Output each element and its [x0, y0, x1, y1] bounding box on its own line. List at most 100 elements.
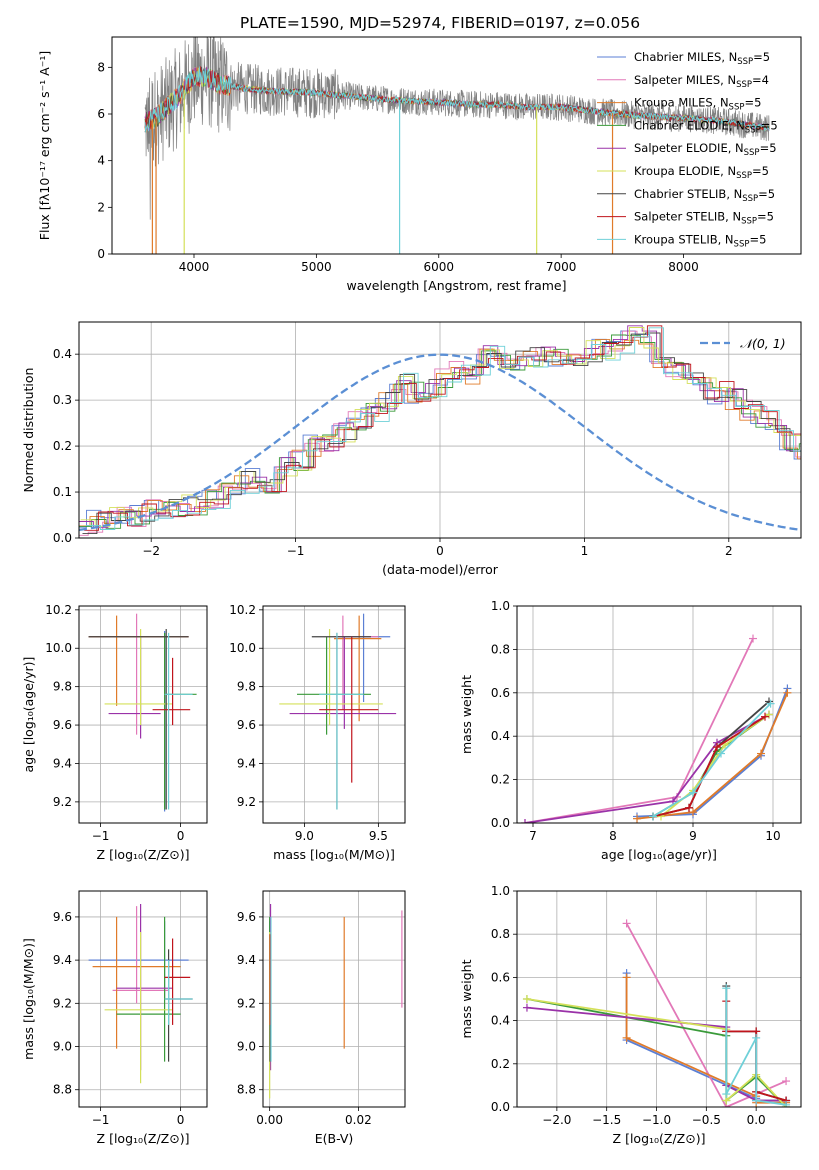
mass-vs-EBV-ytick-label: 8.8 — [237, 1083, 256, 1097]
weight-vs-age-ytick-label: 0.8 — [491, 642, 510, 656]
weight-vs-Z-xtick-label: −1.5 — [592, 1113, 621, 1127]
age-vs-Z-ytick-label: 9.6 — [53, 718, 72, 732]
age-vs-mass-xtick-label: 9.5 — [369, 829, 388, 843]
legend-sub: SSP — [736, 80, 752, 90]
mass-vs-Z-ytick-label: 8.8 — [53, 1083, 72, 1097]
legend-name: Kroupa ELODIE, N — [634, 164, 736, 178]
spectrum-ytick-label: 8 — [97, 60, 105, 74]
weight-vs-Z-marker — [752, 1033, 761, 1042]
residuals-xlabel: (data-model)/error — [382, 562, 499, 577]
weight-vs-Z-ytick-label: 0.4 — [491, 1014, 510, 1028]
legend-sub: SSP — [736, 171, 752, 181]
legend-tail: =5 — [752, 164, 769, 178]
spectrum-ytick-label: 6 — [97, 107, 105, 121]
weight-vs-age-panel: 7 8 9 10 0.0 0.2 0.4 0.6 0.8 1.0 age [log₁₀(age/yr… — [459, 599, 802, 862]
age-vs-mass-frame — [262, 605, 406, 824]
mass-vs-EBV-ytick-label: 9.6 — [237, 910, 256, 924]
residuals-xtick-label: −1 — [287, 544, 305, 558]
residual-histogram — [79, 330, 801, 528]
mass-vs-Z-ytick-label: 9.0 — [53, 1040, 72, 1054]
legend-tail: =5 — [761, 118, 778, 132]
age-vs-mass-ytick-label: 9.2 — [237, 795, 256, 809]
mass-vs-Z-ytick-label: 9.4 — [53, 953, 72, 967]
mass-vs-Z-panel: −1 0 8.8 9.0 9.2 9.4 9.6 Z [log₁₀(Z/Z⊙)] mass [l… — [21, 890, 208, 1146]
weight-vs-age-grid — [517, 605, 801, 824]
legend-sub: SSP — [742, 194, 758, 204]
residuals-frame — [78, 321, 802, 539]
age-vs-mass-xlabel: mass [log₁₀(M/M⊙)] — [273, 847, 395, 862]
mass-vs-EBV-xtick-label: 0.02 — [345, 1113, 372, 1127]
weight-vs-age-series-line — [636, 692, 789, 820]
legend-sub: SSP — [737, 57, 753, 67]
legend-sub: SSP — [744, 148, 760, 158]
mass-vs-Z-ylabel: mass [log₁₀(M/M⊙)] — [21, 938, 36, 1060]
residuals-ylabel: Normed distribution — [21, 368, 36, 493]
residuals-xtick-label: −2 — [142, 544, 160, 558]
legend-entry: Salpeter STELIB, NSSP=5 — [634, 210, 774, 227]
residual-histogram — [84, 325, 801, 531]
weight-vs-Z-marker — [752, 1096, 761, 1105]
weight-vs-Z-ytick-label: 1.0 — [491, 884, 510, 898]
weight-vs-Z-marker — [622, 1033, 631, 1042]
residuals-ytick-label: 0.0 — [53, 531, 72, 545]
age-vs-Z-grid — [79, 606, 207, 823]
age-vs-mass-ytick-label: 9.8 — [237, 680, 256, 694]
mass-vs-EBV-panel: 0.00 0.02 8.8 9.0 9.2 9.4 9.6 E(B-V) — [237, 890, 406, 1146]
residuals-panel: −2 −1 0 1 2 0.0 0.1 0.2 0.3 0.4 (data-model)/error… — [21, 321, 802, 577]
age-vs-Z-panel: −1 0 9.2 9.4 9.6 9.8 10.0 10.2 Z [log₁₀(Z/Z⊙)] ag… — [21, 603, 208, 862]
weight-vs-Z-xtick-label: 0.0 — [747, 1113, 766, 1127]
weight-vs-age-ytick-label: 1.0 — [491, 599, 510, 613]
legend-entry: Kroupa MILES, NSSP=5 — [634, 96, 761, 113]
age-vs-Z-ytick-label: 9.2 — [53, 795, 72, 809]
weight-vs-age-frame — [516, 605, 802, 824]
weight-vs-age-series-line — [524, 638, 754, 823]
residual-histogram — [80, 327, 801, 527]
mass-vs-Z-xtick-label: 0 — [177, 1113, 185, 1127]
age-vs-mass-grid — [263, 606, 405, 823]
spectrum-frame — [111, 36, 802, 255]
weight-vs-age-marker — [749, 634, 757, 643]
weight-vs-age-series-line — [660, 713, 770, 818]
age-vs-Z-ytick-label: 9.4 — [53, 756, 72, 770]
weight-vs-Z-ytick-label: 0.8 — [491, 927, 510, 941]
weight-vs-Z-ytick-label: 0.2 — [491, 1057, 510, 1071]
mass-vs-EBV-ytick-label: 9.0 — [237, 1040, 256, 1054]
weight-vs-Z-plot-area — [522, 919, 791, 1107]
age-vs-mass-panel: 9.0 9.5 9.2 9.4 9.6 9.8 10.0 10.2 mass [log₁₀(M/… — [229, 603, 406, 862]
weight-vs-Z-marker — [622, 973, 631, 982]
gaussian-legend-label: 𝒩(0, 1) — [740, 336, 786, 351]
legend-name: Chabrier ELODIE, N — [634, 118, 745, 132]
weight-vs-Z-marker — [522, 1003, 531, 1012]
legend-name: Salpeter ELODIE, N — [634, 141, 744, 155]
weight-vs-age-marker — [766, 699, 775, 708]
weight-vs-age-xtick-label: 9 — [689, 829, 697, 843]
residuals-xtick-label: 0 — [436, 544, 444, 558]
weight-vs-age-marker — [649, 812, 657, 821]
legend-tail: =4 — [752, 73, 769, 87]
spectrum-plot-area — [144, 37, 770, 254]
weight-vs-Z-xlabel: Z [log₁₀(Z/Z⊙)] — [613, 1131, 706, 1146]
spectrum-xtick-label: 7000 — [546, 260, 577, 274]
legend-entry: Salpeter MILES, NSSP=4 — [634, 73, 769, 90]
age-vs-Z-xtick-label: −1 — [92, 829, 110, 843]
residual-histogram — [79, 325, 801, 529]
weight-vs-Z-marker — [522, 995, 531, 1003]
spectrum-ylabel: Flux [fλ10⁻¹⁷ erg cm⁻² s⁻¹ A⁻¹] — [37, 51, 52, 240]
residuals-xtick-label: 2 — [725, 544, 733, 558]
weight-vs-Z-marker — [722, 984, 731, 993]
weight-vs-Z-frame — [516, 890, 802, 1108]
age-vs-mass-ytick-label: 9.6 — [237, 718, 256, 732]
weight-vs-age-xtick-label: 8 — [609, 829, 617, 843]
weight-vs-age-series-line — [636, 688, 789, 818]
weight-vs-age-ylabel: mass weight — [459, 675, 474, 754]
weight-vs-age-ytick-label: 0.4 — [491, 729, 510, 743]
legend-name: Chabrier MILES, N — [634, 50, 737, 64]
legend-entry: Kroupa ELODIE, NSSP=5 — [634, 164, 769, 181]
legend-tail: =5 — [760, 141, 777, 155]
weight-vs-age-xtick-label: 7 — [529, 829, 537, 843]
residual-histogram — [79, 334, 801, 529]
residuals-ytick-label: 0.3 — [53, 393, 72, 407]
age-vs-Z-xtick-label: 0 — [177, 829, 185, 843]
mass-vs-Z-plot-area — [88, 903, 193, 1084]
weight-vs-Z-marker — [622, 919, 631, 928]
